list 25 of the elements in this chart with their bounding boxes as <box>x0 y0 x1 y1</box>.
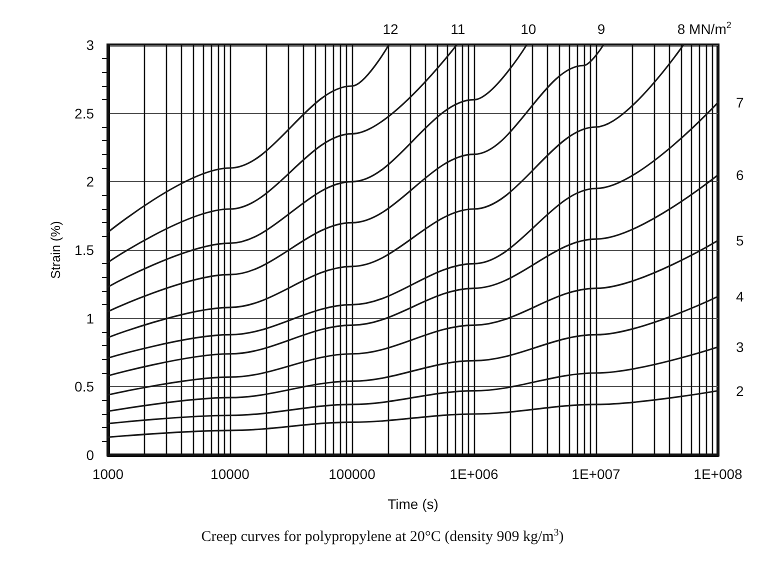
x-tick-label: 100000 <box>328 466 376 482</box>
series-label: 7 <box>736 94 744 110</box>
series-label: 5 <box>736 232 744 248</box>
y-tick-label: 0.5 <box>74 378 94 395</box>
x-tick-label: 10000 <box>210 466 250 482</box>
series-label: 4 <box>736 288 744 304</box>
x-tick-label: 1000 <box>92 466 124 482</box>
series-label: 9 <box>597 21 606 37</box>
series-label: 3 <box>736 339 744 356</box>
x-tick-label: 1E+006 <box>450 466 499 482</box>
y-tick-label: 1.5 <box>74 242 94 258</box>
y-tick-label: 2.5 <box>74 105 94 122</box>
y-tick-label: 0 <box>86 447 94 463</box>
y-tick-label: 2 <box>86 174 94 190</box>
y-axis-title: Strain (%) <box>48 221 63 279</box>
series-label: 2 <box>736 382 744 399</box>
series-label: 6 <box>736 166 744 183</box>
series-label: 10 <box>520 21 536 37</box>
x-tick-label: 1E+007 <box>572 466 621 482</box>
x-axis-title: Time (s) <box>388 496 438 512</box>
series-label: 12 <box>382 21 399 37</box>
y-tick-label: 1 <box>86 310 94 326</box>
y-tick-label: 3 <box>86 37 94 53</box>
series-label: 11 <box>450 21 466 37</box>
x-tick-label: 1E+008 <box>694 466 743 482</box>
